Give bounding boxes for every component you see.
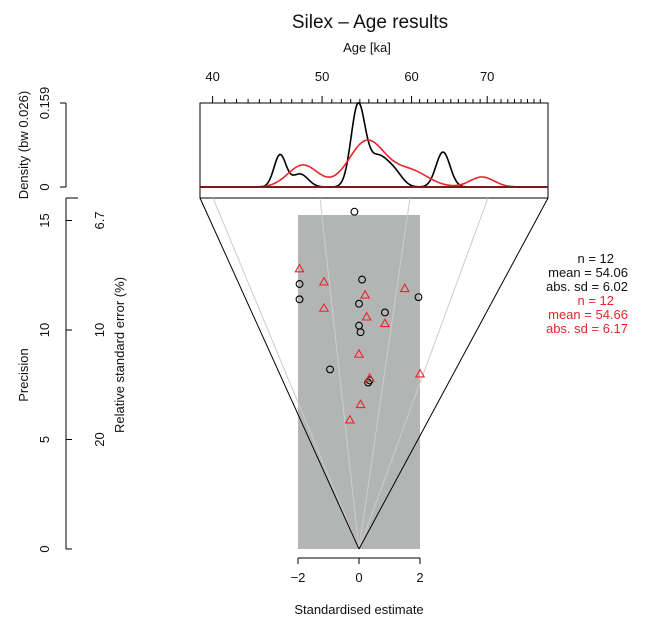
x-axis-tick-label: −2 — [291, 570, 306, 585]
data-point-series2 — [379, 318, 391, 328]
data-point-series1 — [350, 207, 359, 216]
rse-axis-tick-label: 6.7 — [92, 211, 107, 229]
series1-sd: abs. sd = 6.02 — [546, 279, 628, 294]
points-layer — [294, 207, 426, 424]
precision-axis-tick-label: 0 — [37, 545, 52, 552]
density-axis-tick-label: 0 — [37, 183, 52, 190]
series1-mean: mean = 54.06 — [548, 265, 628, 280]
data-point-series2 — [355, 399, 366, 409]
two-sigma-band — [298, 215, 420, 549]
data-point-series2 — [414, 368, 426, 378]
top-axis: 40 50 60 70 — [205, 69, 547, 104]
data-point-series2 — [361, 311, 372, 321]
series1-n: n = 12 — [577, 251, 614, 266]
data-point-series2 — [344, 414, 355, 424]
top-axis-tick-label: 40 — [205, 69, 219, 84]
data-point-series2 — [353, 348, 365, 358]
top-axis-tick-label: 50 — [315, 69, 329, 84]
x-axis-label: Standardised estimate — [294, 602, 423, 617]
left-axes: 0 0.159 0 5 10 15 20 10 6.7 — [37, 87, 107, 553]
data-point-series1 — [326, 365, 334, 374]
age-ray — [212, 197, 360, 550]
radial-layer — [199, 197, 549, 550]
summary-stats: n = 12 mean = 54.06 abs. sd = 6.02 n = 1… — [546, 251, 628, 336]
chart-title: Silex – Age results — [292, 12, 448, 33]
data-point-series1 — [356, 328, 365, 337]
data-point-series2 — [359, 289, 371, 299]
data-point-series2 — [318, 302, 330, 312]
data-point-series2 — [364, 372, 375, 382]
rse-axis-label: Relative standard error (%) — [112, 277, 127, 433]
data-point-series1 — [355, 299, 363, 308]
density-axis-label: Density (bw 0.026) — [16, 91, 31, 199]
precision-axis-tick-label: 5 — [37, 436, 52, 443]
data-point-series1 — [364, 378, 373, 387]
data-point-series1 — [295, 295, 304, 304]
fan-edge-left — [199, 197, 360, 550]
density-curve-series1 — [201, 102, 547, 188]
data-point-series1 — [295, 280, 304, 288]
density-curve-series2 — [201, 139, 547, 188]
rse-axis-tick-label: 20 — [92, 432, 107, 446]
fan-edge-right — [358, 197, 549, 550]
series2-mean: mean = 54.66 — [548, 307, 628, 322]
precision-axis-tick-label: 15 — [37, 213, 52, 227]
data-point-series2 — [294, 263, 305, 273]
top-axis-tick-label: 60 — [404, 69, 418, 84]
top-axis-label: Age [ka] — [343, 40, 391, 55]
data-point-series2 — [399, 283, 410, 293]
x-axis-tick-label: 0 — [355, 570, 362, 585]
top-axis-tick-label: 70 — [480, 69, 494, 84]
density-layer — [200, 102, 548, 188]
series2-sd: abs. sd = 6.17 — [546, 321, 628, 336]
density-axis-tick-label: 0.159 — [37, 87, 52, 120]
age-ray — [358, 197, 411, 550]
precision-axis-tick-label: 10 — [37, 323, 52, 337]
density-panel-frame — [199, 102, 549, 199]
data-point-series1 — [380, 308, 389, 317]
precision-axis-label: Precision — [16, 348, 31, 401]
age-ray — [358, 197, 489, 550]
rse-axis-tick-label: 10 — [92, 323, 107, 337]
age-ray — [319, 197, 360, 550]
data-point-series2 — [318, 276, 330, 286]
series2-n: n = 12 — [577, 293, 614, 308]
bottom-axis: −2 0 2 — [291, 557, 424, 585]
data-point-series1 — [358, 275, 366, 284]
data-point-series1 — [414, 293, 423, 302]
x-axis-tick-label: 2 — [416, 570, 423, 585]
